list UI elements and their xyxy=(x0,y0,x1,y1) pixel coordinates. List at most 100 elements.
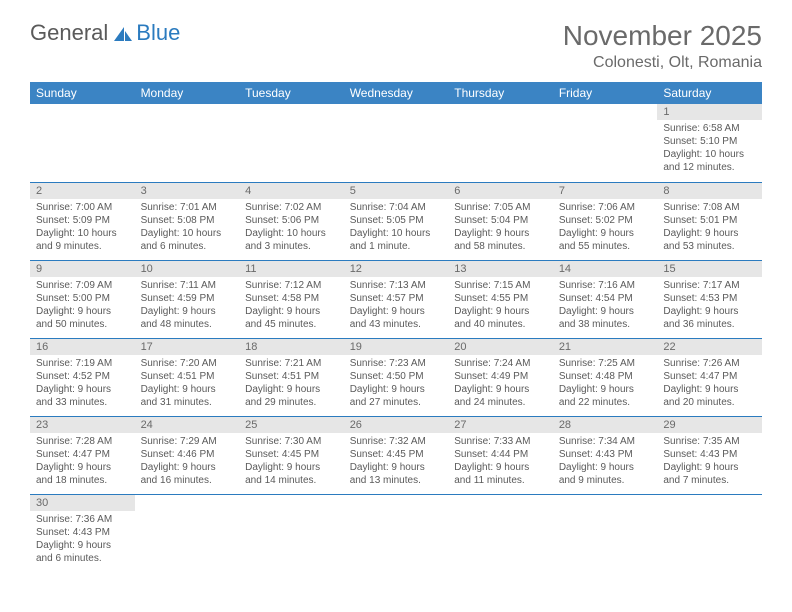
day-details: Sunrise: 7:28 AMSunset: 4:47 PMDaylight:… xyxy=(30,433,135,491)
calendar-week: 9Sunrise: 7:09 AMSunset: 5:00 PMDaylight… xyxy=(30,260,762,338)
day-header: Wednesday xyxy=(344,82,449,104)
month-title: November 2025 xyxy=(563,20,762,52)
day-details: Sunrise: 7:08 AMSunset: 5:01 PMDaylight:… xyxy=(657,199,762,257)
day-number: 23 xyxy=(30,417,135,433)
day-number: 6 xyxy=(448,183,553,199)
daylight-text: Daylight: 9 hours and 48 minutes. xyxy=(141,305,234,331)
sunset-text: Sunset: 5:01 PM xyxy=(663,214,756,227)
day-details: Sunrise: 7:33 AMSunset: 4:44 PMDaylight:… xyxy=(448,433,553,491)
day-number: 10 xyxy=(135,261,240,277)
calendar-day: 4Sunrise: 7:02 AMSunset: 5:06 PMDaylight… xyxy=(239,182,344,260)
calendar-day: 3Sunrise: 7:01 AMSunset: 5:08 PMDaylight… xyxy=(135,182,240,260)
day-details: Sunrise: 7:34 AMSunset: 4:43 PMDaylight:… xyxy=(553,433,658,491)
day-details: Sunrise: 7:13 AMSunset: 4:57 PMDaylight:… xyxy=(344,277,449,335)
sunrise-text: Sunrise: 6:58 AM xyxy=(663,122,756,135)
day-number: 28 xyxy=(553,417,658,433)
sunset-text: Sunset: 5:08 PM xyxy=(141,214,234,227)
calendar-day: 9Sunrise: 7:09 AMSunset: 5:00 PMDaylight… xyxy=(30,260,135,338)
calendar-week: 23Sunrise: 7:28 AMSunset: 4:47 PMDayligh… xyxy=(30,416,762,494)
calendar-empty xyxy=(448,494,553,572)
sunset-text: Sunset: 4:43 PM xyxy=(36,526,129,539)
daylight-text: Daylight: 9 hours and 24 minutes. xyxy=(454,383,547,409)
sunrise-text: Sunrise: 7:30 AM xyxy=(245,435,338,448)
sunset-text: Sunset: 4:43 PM xyxy=(559,448,652,461)
sunrise-text: Sunrise: 7:25 AM xyxy=(559,357,652,370)
sunrise-text: Sunrise: 7:04 AM xyxy=(350,201,443,214)
day-number: 2 xyxy=(30,183,135,199)
sunset-text: Sunset: 4:47 PM xyxy=(663,370,756,383)
sunset-text: Sunset: 4:59 PM xyxy=(141,292,234,305)
day-details: Sunrise: 7:02 AMSunset: 5:06 PMDaylight:… xyxy=(239,199,344,257)
sunrise-text: Sunrise: 7:11 AM xyxy=(141,279,234,292)
daylight-text: Daylight: 9 hours and 38 minutes. xyxy=(559,305,652,331)
location: Colonesti, Olt, Romania xyxy=(563,54,762,72)
calendar-empty xyxy=(448,104,553,182)
day-details: Sunrise: 7:32 AMSunset: 4:45 PMDaylight:… xyxy=(344,433,449,491)
day-details: Sunrise: 7:29 AMSunset: 4:46 PMDaylight:… xyxy=(135,433,240,491)
daylight-text: Daylight: 9 hours and 31 minutes. xyxy=(141,383,234,409)
sunrise-text: Sunrise: 7:29 AM xyxy=(141,435,234,448)
day-number: 24 xyxy=(135,417,240,433)
sunset-text: Sunset: 4:54 PM xyxy=(559,292,652,305)
sunset-text: Sunset: 5:04 PM xyxy=(454,214,547,227)
daylight-text: Daylight: 9 hours and 45 minutes. xyxy=(245,305,338,331)
calendar-day: 12Sunrise: 7:13 AMSunset: 4:57 PMDayligh… xyxy=(344,260,449,338)
day-number: 13 xyxy=(448,261,553,277)
day-details: Sunrise: 6:58 AMSunset: 5:10 PMDaylight:… xyxy=(657,120,762,178)
calendar-empty xyxy=(657,494,762,572)
daylight-text: Daylight: 9 hours and 58 minutes. xyxy=(454,227,547,253)
day-number: 14 xyxy=(553,261,658,277)
day-details: Sunrise: 7:26 AMSunset: 4:47 PMDaylight:… xyxy=(657,355,762,413)
calendar-week: 16Sunrise: 7:19 AMSunset: 4:52 PMDayligh… xyxy=(30,338,762,416)
sunrise-text: Sunrise: 7:34 AM xyxy=(559,435,652,448)
day-number: 7 xyxy=(553,183,658,199)
calendar-empty xyxy=(344,494,449,572)
calendar-day: 25Sunrise: 7:30 AMSunset: 4:45 PMDayligh… xyxy=(239,416,344,494)
calendar-empty xyxy=(135,104,240,182)
calendar-day: 29Sunrise: 7:35 AMSunset: 4:43 PMDayligh… xyxy=(657,416,762,494)
calendar-day: 14Sunrise: 7:16 AMSunset: 4:54 PMDayligh… xyxy=(553,260,658,338)
calendar-empty xyxy=(239,104,344,182)
day-details: Sunrise: 7:11 AMSunset: 4:59 PMDaylight:… xyxy=(135,277,240,335)
calendar-day: 10Sunrise: 7:11 AMSunset: 4:59 PMDayligh… xyxy=(135,260,240,338)
sunset-text: Sunset: 4:51 PM xyxy=(245,370,338,383)
day-number: 20 xyxy=(448,339,553,355)
sunrise-text: Sunrise: 7:02 AM xyxy=(245,201,338,214)
day-number: 26 xyxy=(344,417,449,433)
daylight-text: Daylight: 9 hours and 27 minutes. xyxy=(350,383,443,409)
day-number: 8 xyxy=(657,183,762,199)
daylight-text: Daylight: 9 hours and 53 minutes. xyxy=(663,227,756,253)
day-number: 4 xyxy=(239,183,344,199)
day-header: Monday xyxy=(135,82,240,104)
day-header: Friday xyxy=(553,82,658,104)
day-number: 1 xyxy=(657,104,762,120)
day-number: 27 xyxy=(448,417,553,433)
logo-text-blue: Blue xyxy=(136,20,180,46)
calendar-day: 24Sunrise: 7:29 AMSunset: 4:46 PMDayligh… xyxy=(135,416,240,494)
calendar-day: 20Sunrise: 7:24 AMSunset: 4:49 PMDayligh… xyxy=(448,338,553,416)
calendar-day: 22Sunrise: 7:26 AMSunset: 4:47 PMDayligh… xyxy=(657,338,762,416)
calendar-empty xyxy=(239,494,344,572)
day-number: 15 xyxy=(657,261,762,277)
sunset-text: Sunset: 4:44 PM xyxy=(454,448,547,461)
daylight-text: Daylight: 9 hours and 55 minutes. xyxy=(559,227,652,253)
daylight-text: Daylight: 9 hours and 11 minutes. xyxy=(454,461,547,487)
calendar-day: 16Sunrise: 7:19 AMSunset: 4:52 PMDayligh… xyxy=(30,338,135,416)
sunrise-text: Sunrise: 7:15 AM xyxy=(454,279,547,292)
day-number: 18 xyxy=(239,339,344,355)
calendar-day: 7Sunrise: 7:06 AMSunset: 5:02 PMDaylight… xyxy=(553,182,658,260)
sunset-text: Sunset: 5:10 PM xyxy=(663,135,756,148)
daylight-text: Daylight: 10 hours and 12 minutes. xyxy=(663,148,756,174)
calendar-empty xyxy=(135,494,240,572)
calendar-week: 1Sunrise: 6:58 AMSunset: 5:10 PMDaylight… xyxy=(30,104,762,182)
day-number: 16 xyxy=(30,339,135,355)
sunset-text: Sunset: 5:02 PM xyxy=(559,214,652,227)
day-number: 9 xyxy=(30,261,135,277)
daylight-text: Daylight: 9 hours and 18 minutes. xyxy=(36,461,129,487)
daylight-text: Daylight: 9 hours and 22 minutes. xyxy=(559,383,652,409)
day-number: 22 xyxy=(657,339,762,355)
daylight-text: Daylight: 9 hours and 29 minutes. xyxy=(245,383,338,409)
day-header: Sunday xyxy=(30,82,135,104)
sunrise-text: Sunrise: 7:17 AM xyxy=(663,279,756,292)
sunrise-text: Sunrise: 7:21 AM xyxy=(245,357,338,370)
